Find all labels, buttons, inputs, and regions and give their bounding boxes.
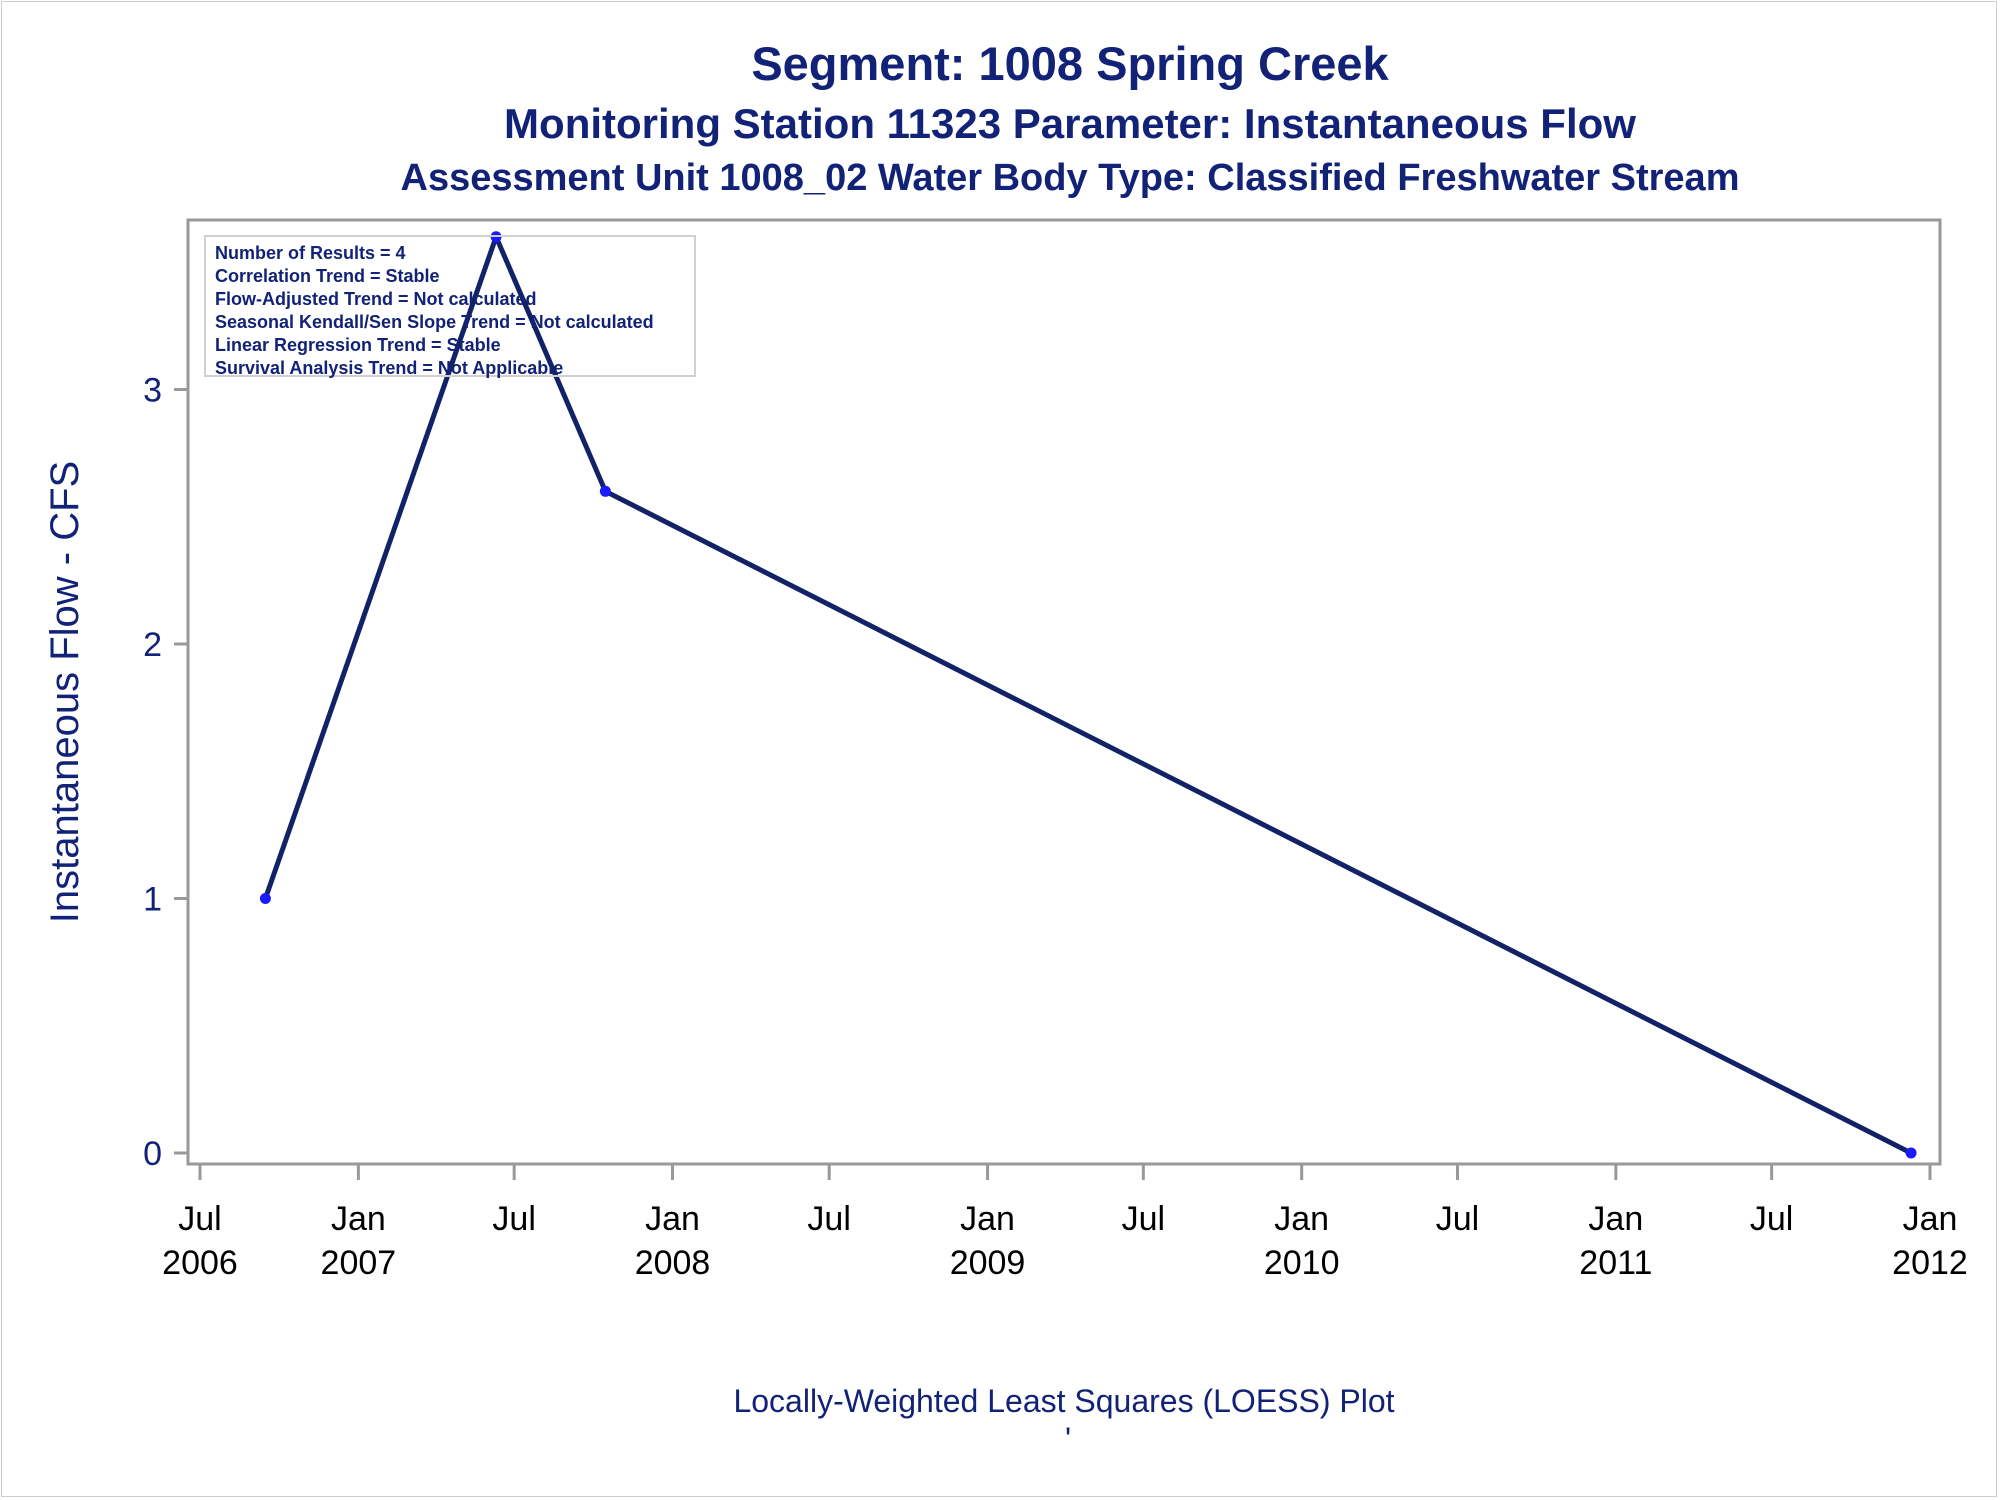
x-tick-label-month: Jan [1274,1200,1329,1238]
data-point [1905,1147,1917,1159]
stat-survival-analysis-trend: Survival Analysis Trend = Not Applicable [215,358,564,378]
x-tick-label-month: Jul [807,1200,850,1238]
y-tick-label: 2 [143,626,162,664]
stat-flow-adjusted-trend: Flow-Adjusted Trend = Not calculated [215,289,537,309]
stat-correlation-trend: Correlation Trend = Stable [215,266,440,286]
x-tick-label-year: 2007 [321,1244,397,1282]
x-tick-label-year: 2006 [162,1244,238,1282]
footnote: Locally-Weighted Least Squares (LOESS) P… [733,1383,1394,1419]
x-tick-label-month: Jul [1122,1200,1165,1238]
x-tick-label-month: Jan [645,1200,700,1238]
x-tick-label-month: Jul [178,1200,221,1238]
y-tick-label: 1 [143,881,162,919]
x-axis: Jul 2006 Jan 2007 Jul Jan 2008 Jul Jan 2009 Jul Jan… [162,1164,1968,1282]
data-point [259,893,271,904]
x-tick-label-month: Jan [960,1200,1015,1238]
x-tick-label-month: Jul [492,1200,535,1238]
statistics-box: Number of Results = 4 Correlation Trend … [204,235,696,378]
x-tick-label-year: 2012 [1892,1244,1968,1282]
x-tick-label-year: 2010 [1264,1244,1340,1282]
x-tick-label-month: Jan [1903,1200,1958,1238]
loess-line [263,234,1913,1156]
data-point [599,485,611,497]
chart-title: Segment: 1008 Spring Creek [751,37,1389,90]
stat-linear-regression-trend: Linear Regression Trend = Stable [215,335,501,355]
x-tick-label-month: Jul [1750,1200,1793,1238]
y-axis-title: Instantaneous Flow - CFS [43,461,87,923]
x-tick-label-month: Jan [1588,1200,1643,1238]
chart-subtitle: Monitoring Station 11323 Parameter: Inst… [504,100,1636,147]
x-tick-label-month: Jan [331,1200,386,1238]
chart-subtitle-2: Assessment Unit 1008_02 Water Body Type:… [400,157,1740,199]
x-tick-label-year: 2011 [1579,1244,1652,1282]
y-tick-label: 3 [143,372,162,410]
x-tick-label-year: 2008 [635,1244,711,1282]
y-tick-label: 0 [143,1135,162,1173]
stat-seasonal-kendall-trend: Seasonal Kendall/Sen Slope Trend = Not c… [215,312,654,332]
x-tick-label-year: 2009 [950,1244,1026,1282]
y-axis: 0 1 2 3 [143,372,188,1173]
plot-area-frame [186,218,1942,1166]
stat-number-of-results: Number of Results = 4 [215,243,406,263]
x-tick-label-month: Jul [1436,1200,1479,1238]
footnote-mark: ' [1065,1421,1071,1457]
